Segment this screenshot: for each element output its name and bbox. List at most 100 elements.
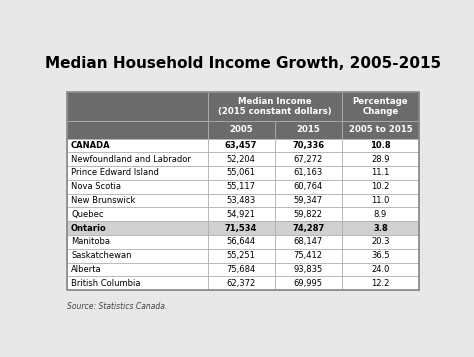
Bar <box>274 166 342 180</box>
Bar <box>208 249 274 263</box>
Bar <box>274 207 342 221</box>
Bar <box>66 235 208 249</box>
Bar <box>342 207 419 221</box>
Bar <box>274 263 342 276</box>
Bar <box>342 221 419 235</box>
Bar <box>342 180 419 194</box>
Text: Quebec: Quebec <box>71 210 103 219</box>
Text: 56,644: 56,644 <box>227 237 256 246</box>
Bar <box>208 276 274 290</box>
Text: Source: Statistics Canada.: Source: Statistics Canada. <box>66 302 167 311</box>
Text: 60,764: 60,764 <box>293 182 323 191</box>
Text: New Brunswick: New Brunswick <box>71 196 136 205</box>
Text: British Columbia: British Columbia <box>71 279 140 288</box>
Text: Manitoba: Manitoba <box>71 237 110 246</box>
Bar <box>66 92 208 121</box>
Bar <box>342 152 419 166</box>
Bar <box>274 194 342 207</box>
Bar <box>208 221 274 235</box>
Text: 62,372: 62,372 <box>227 279 256 288</box>
Text: 63,457: 63,457 <box>225 141 257 150</box>
Bar <box>66 92 419 290</box>
Text: 68,147: 68,147 <box>293 237 323 246</box>
Bar <box>208 207 274 221</box>
Bar <box>342 276 419 290</box>
Bar <box>274 139 342 152</box>
Text: Ontario: Ontario <box>71 224 107 233</box>
Text: Prince Edward Island: Prince Edward Island <box>71 169 159 177</box>
Text: 54,921: 54,921 <box>227 210 255 219</box>
Bar <box>342 92 419 121</box>
Text: Nova Scotia: Nova Scotia <box>71 182 121 191</box>
Bar <box>208 152 274 166</box>
Text: 2005: 2005 <box>229 125 253 134</box>
Bar <box>66 180 208 194</box>
Text: 12.2: 12.2 <box>371 279 390 288</box>
Bar <box>208 263 274 276</box>
Text: 67,272: 67,272 <box>293 155 323 164</box>
Bar <box>208 92 342 121</box>
Text: 53,483: 53,483 <box>227 196 256 205</box>
Text: CANADA: CANADA <box>71 141 110 150</box>
Bar <box>342 121 419 139</box>
Text: 2005 to 2015: 2005 to 2015 <box>349 125 412 134</box>
Text: 24.0: 24.0 <box>371 265 390 274</box>
Bar <box>208 166 274 180</box>
Text: 70,336: 70,336 <box>292 141 324 150</box>
Text: 10.2: 10.2 <box>371 182 390 191</box>
Text: 8.9: 8.9 <box>374 210 387 219</box>
Bar <box>208 139 274 152</box>
Text: Newfoundland and Labrador: Newfoundland and Labrador <box>71 155 191 164</box>
Bar <box>342 263 419 276</box>
Text: 75,684: 75,684 <box>227 265 256 274</box>
Text: 59,347: 59,347 <box>293 196 323 205</box>
Bar <box>66 249 208 263</box>
Text: 11.1: 11.1 <box>371 169 390 177</box>
Bar <box>66 152 208 166</box>
Text: 20.3: 20.3 <box>371 237 390 246</box>
Bar <box>274 180 342 194</box>
Text: 55,251: 55,251 <box>227 251 255 260</box>
Text: 71,534: 71,534 <box>225 224 257 233</box>
Text: 28.9: 28.9 <box>371 155 390 164</box>
Bar <box>274 152 342 166</box>
Bar <box>208 194 274 207</box>
Text: 93,835: 93,835 <box>293 265 323 274</box>
Text: Median Income
(2015 constant dollars): Median Income (2015 constant dollars) <box>218 97 331 116</box>
Bar <box>342 249 419 263</box>
Text: 2015: 2015 <box>296 125 320 134</box>
Bar <box>274 276 342 290</box>
Bar <box>342 235 419 249</box>
Text: 10.8: 10.8 <box>370 141 391 150</box>
Bar <box>208 121 274 139</box>
Text: 52,204: 52,204 <box>227 155 255 164</box>
Bar <box>342 166 419 180</box>
Text: Median Household Income Growth, 2005-2015: Median Household Income Growth, 2005-201… <box>45 56 441 71</box>
Text: 74,287: 74,287 <box>292 224 324 233</box>
Text: 55,117: 55,117 <box>227 182 255 191</box>
Bar <box>208 180 274 194</box>
Text: 36.5: 36.5 <box>371 251 390 260</box>
Text: Saskatchewan: Saskatchewan <box>71 251 131 260</box>
Text: 59,822: 59,822 <box>294 210 323 219</box>
Bar <box>66 276 208 290</box>
Bar <box>342 194 419 207</box>
Bar <box>342 139 419 152</box>
Bar <box>66 207 208 221</box>
Text: 61,163: 61,163 <box>293 169 323 177</box>
Text: 11.0: 11.0 <box>371 196 390 205</box>
Text: 55,061: 55,061 <box>227 169 255 177</box>
Text: Percentage
Change: Percentage Change <box>353 97 408 116</box>
Bar <box>274 249 342 263</box>
Text: 75,412: 75,412 <box>294 251 323 260</box>
Bar <box>66 166 208 180</box>
Bar <box>274 221 342 235</box>
Text: 69,995: 69,995 <box>294 279 323 288</box>
Text: Alberta: Alberta <box>71 265 101 274</box>
Bar <box>66 194 208 207</box>
Bar <box>208 235 274 249</box>
Bar <box>274 235 342 249</box>
Bar <box>66 263 208 276</box>
Bar <box>66 139 208 152</box>
Text: 3.8: 3.8 <box>373 224 388 233</box>
